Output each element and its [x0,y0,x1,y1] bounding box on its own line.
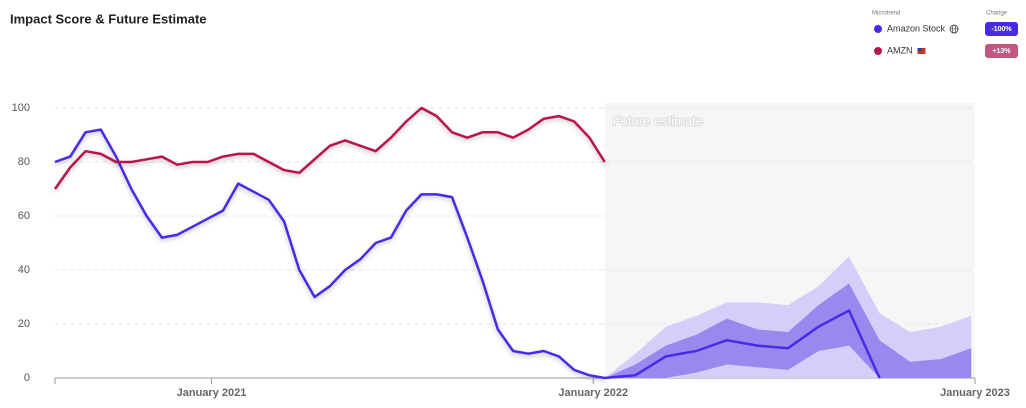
line [54,128,605,380]
y-tick-label: 40 [18,264,30,276]
y-tick-label: 60 [18,210,30,222]
x-tick-label: January 2021 [177,387,247,399]
change-badge [985,44,1018,58]
legend: Amazon Stock -100% AMZN +13% [874,22,1018,58]
change-badge [985,22,1018,36]
flag-icon [917,48,922,51]
chart-title: Impact Score & Future Estimate [10,11,207,26]
legend-label: AMZN [887,45,913,55]
legend-marker [874,47,882,55]
change-label: -100% [991,26,1012,33]
y-tick-label: 0 [24,372,30,384]
y-tick-label: 100 [12,102,30,114]
legend-header: Microtrend [872,11,900,17]
change-header: Change [986,11,1008,17]
y-tick-label: 80 [18,156,30,168]
annotation: Future estimate [613,113,703,128]
change-label: +13% [992,48,1011,55]
line [53,106,606,190]
forecast-band [604,283,972,378]
x-tick-label: January 2022 [558,387,628,399]
legend-label: Amazon Stock [887,23,946,33]
forecast-median [604,309,881,380]
y-tick-label: 20 [18,318,30,330]
legend-marker [874,25,882,33]
x-tick-label: January 2023 [940,387,1010,399]
